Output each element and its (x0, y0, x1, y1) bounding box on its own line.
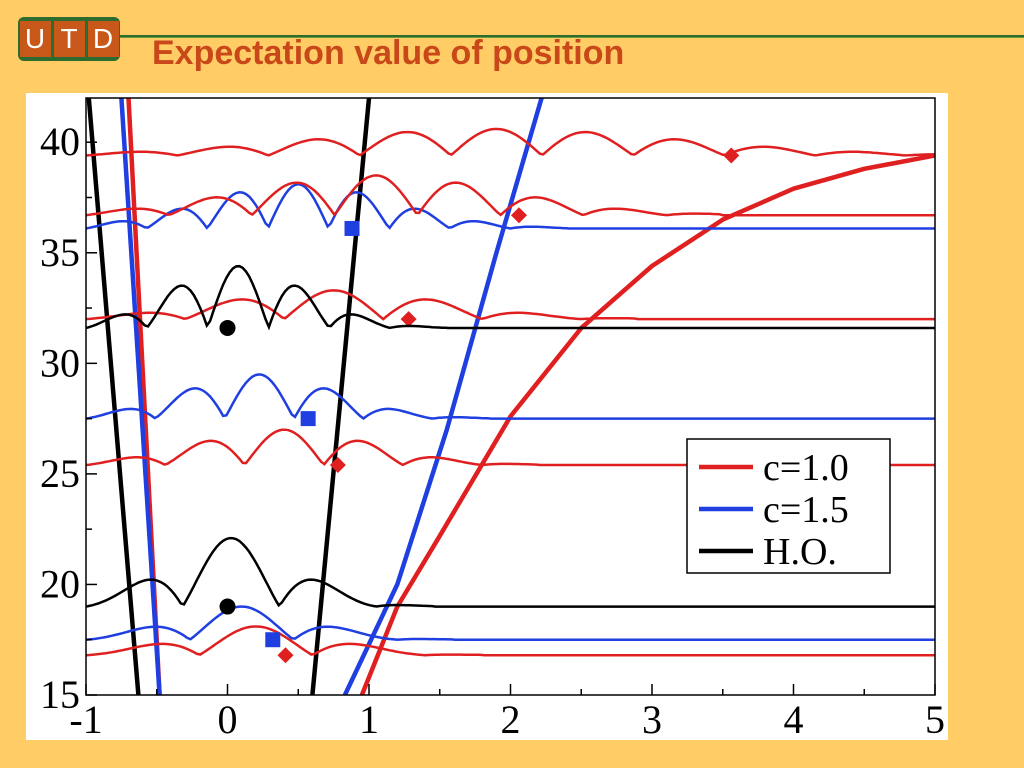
logo-letter-t: T (53, 21, 85, 57)
plot-area (86, 98, 935, 695)
legend-label: c=1.0 (763, 447, 849, 489)
eigen-marker-8 (510, 207, 527, 224)
eigen-marker-6 (219, 319, 236, 336)
y-tick-label: 40 (40, 119, 80, 164)
eigen-marker-2 (219, 598, 236, 615)
eigen-marker-4 (300, 411, 316, 427)
x-tick-label: -1 (69, 697, 102, 740)
x-tick-label: 3 (642, 697, 662, 740)
chart-panel: -1 0 1 2 3 4 5 15 20 25 30 35 40 c=1.0 c=1.5 H.O. (26, 93, 948, 740)
x-tick-label: 1 (359, 697, 379, 740)
x-tick-label: 4 (784, 697, 804, 740)
eigen-marker-7 (344, 220, 360, 236)
y-tick-label: 25 (40, 451, 80, 496)
eigenstate-curve-4 (86, 373, 935, 420)
logo-letter-d: D (87, 21, 119, 57)
logo-letter-u: U (19, 21, 51, 57)
y-tick-label: 35 (40, 230, 80, 275)
utd-logo: U T D (18, 17, 120, 61)
eigen-marker-0 (277, 647, 294, 664)
y-tick-label: 15 (40, 672, 80, 717)
eigenstate-curve-2 (86, 536, 935, 608)
potential-curve-3 (119, 98, 162, 695)
header-rule (120, 35, 1024, 38)
x-tick-label: 5 (925, 697, 945, 740)
eigenstate-curve-9 (86, 127, 935, 157)
eigenstate-curve-6 (86, 264, 935, 331)
legend-label: H.O. (763, 531, 837, 573)
page-title: Expectation value of position (152, 34, 625, 72)
legend: c=1.0c=1.5H.O. (686, 438, 891, 574)
eigen-marker-9 (723, 147, 740, 164)
eigenstate-curve-0 (86, 625, 935, 657)
axis-ticks: -1 0 1 2 3 4 5 15 20 25 30 35 40 (40, 119, 945, 740)
potential-curve-4 (342, 98, 544, 695)
x-tick-label: 2 (501, 697, 521, 740)
y-tick-label: 30 (40, 340, 80, 385)
eigenstate-curve-1 (86, 605, 935, 641)
eigenstate-curve-8 (86, 174, 935, 217)
eigen-marker-3 (329, 457, 346, 474)
potential-curve-0 (86, 98, 141, 695)
chart-svg: -1 0 1 2 3 4 5 15 20 25 30 35 40 c=1.0c=1.5H.O. (40, 97, 945, 740)
eigen-marker-1 (265, 632, 281, 648)
eigenstate-curve-5 (86, 289, 935, 321)
eigen-marker-5 (400, 311, 417, 328)
legend-label: c=1.5 (763, 489, 849, 531)
y-tick-label: 20 (40, 561, 80, 606)
x-tick-label: 0 (218, 697, 238, 740)
potential-curve-5 (359, 153, 935, 695)
